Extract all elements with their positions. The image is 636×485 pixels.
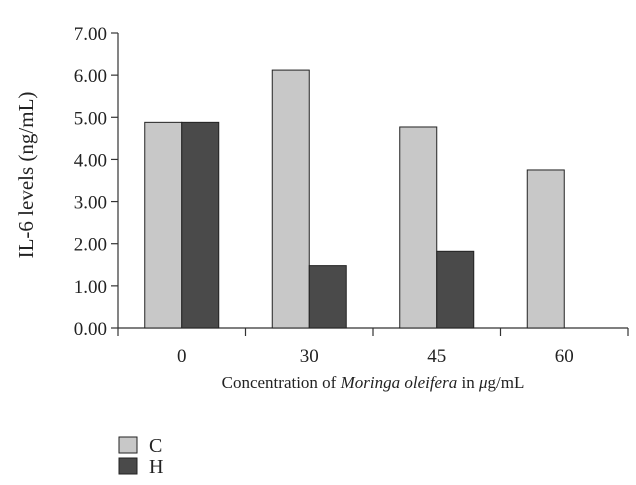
legend-label-h: H (149, 456, 163, 478)
bar-h-45 (436, 250, 475, 329)
x-tick-label: 0 (177, 346, 187, 367)
y-tick-label: 1.00 (74, 277, 107, 298)
legend: CH (118, 435, 163, 478)
x-tick-label: 30 (300, 346, 319, 367)
y-tick-label: 2.00 (74, 235, 107, 256)
bar-c-30 (271, 69, 310, 329)
bar-c-60 (526, 169, 565, 329)
x-axis: 0 30 45 60 (117, 327, 629, 367)
x-tick-label: 45 (427, 346, 446, 367)
y-tick-label: 3.00 (74, 193, 107, 214)
bar-c-0 (144, 121, 183, 329)
bar-h-0 (181, 121, 220, 329)
x-axis-title: Concentration of Moringa oleifera in μg/… (222, 373, 525, 392)
bar-h-30 (308, 265, 347, 329)
x-tick-label: 60 (555, 346, 574, 367)
y-tick-label: 6.00 (74, 66, 107, 87)
y-tick-label: 7.00 (74, 24, 107, 45)
legend-label-c: C (149, 435, 162, 457)
y-tick-label: 4.00 (74, 150, 107, 171)
y-tick-label: 5.00 (74, 108, 107, 129)
legend-swatch-h (118, 457, 138, 475)
bar-c-45 (399, 126, 438, 329)
y-axis-title: IL-6 levels (ng/mL) (14, 92, 38, 259)
y-tick-label: 0.00 (74, 319, 107, 340)
bars (144, 69, 565, 329)
y-axis: 0.00 1.00 2.00 3.00 4.00 5.00 6.00 7.00 (74, 24, 119, 340)
legend-swatch-c (118, 436, 138, 454)
